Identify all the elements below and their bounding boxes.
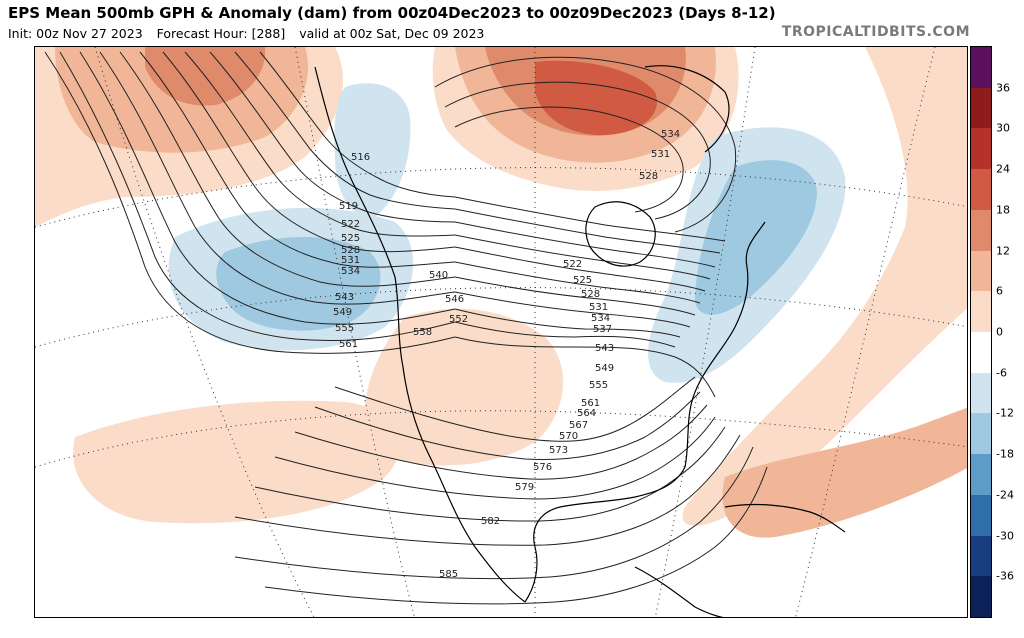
forecast-hour: Forecast Hour: [288]: [156, 26, 286, 41]
west-coast-outline: [314, 66, 526, 603]
contour-label: 528: [341, 245, 360, 256]
contour-labels: 516 519 522 525 528 531 534 540 543 546 …: [333, 129, 680, 580]
contour-label: 534: [341, 266, 360, 277]
contour-label: 516: [351, 152, 370, 163]
forecast-map: 516 519 522 525 528 531 534 540 543 546 …: [34, 46, 968, 618]
map-subtitle: Init: 00z Nov 27 2023 Forecast Hour: [28…: [8, 26, 494, 41]
colorbar-tick-label: -6: [996, 366, 1007, 380]
contour-label: 564: [577, 408, 596, 419]
coastlines: [314, 65, 846, 617]
contour-label: 555: [589, 380, 608, 391]
contour-label: 567: [569, 420, 588, 431]
contour-label: 552: [449, 314, 468, 325]
positive-anomaly-arctic-max: [535, 60, 657, 136]
positive-anomaly-caribbean: [722, 407, 967, 538]
colorbar-tick-label: 0: [996, 325, 1003, 339]
positive-anomaly-subtropical-pacific: [73, 400, 400, 524]
contour-label: 561: [339, 339, 358, 350]
colorbar-segment: [971, 128, 991, 170]
greenland-outline: [644, 65, 730, 153]
contour-label: 534: [591, 313, 610, 324]
colorbar-tick-label: 6: [996, 284, 1003, 298]
gulf-coast-outline: [524, 466, 686, 603]
negative-anomaly-west-coast-core: [216, 237, 381, 331]
contour-label: 549: [595, 363, 614, 374]
colorbar-tick-label: -18: [996, 447, 1014, 461]
contour-label: 528: [639, 171, 658, 182]
map-title: EPS Mean 500mb GPH & Anomaly (dam) from …: [8, 4, 776, 22]
east-coast-outline: [684, 221, 766, 468]
colorbar-tick-label: -24: [996, 488, 1014, 502]
colorbar-segment: [971, 87, 991, 129]
colorbar-tick-label: -12: [996, 406, 1014, 420]
colorbar-segment: [971, 576, 991, 618]
contour-label: 573: [549, 445, 568, 456]
cuba-outline: [724, 503, 846, 533]
central-america-outline: [634, 566, 724, 617]
colorbar-segment: [971, 291, 991, 333]
contour-label: 531: [589, 302, 608, 313]
contour-label: 543: [335, 292, 354, 303]
contour-label: 531: [341, 255, 360, 266]
contour-label: 558: [413, 327, 432, 338]
colorbar-tick-label: -36: [996, 569, 1014, 583]
colorbar-segment: [971, 535, 991, 577]
contour-label: 549: [333, 307, 352, 318]
colorbar-segment: [971, 494, 991, 537]
colorbar-segment: [971, 250, 991, 292]
contour-label: 582: [481, 516, 500, 527]
init-time: Init: 00z Nov 27 2023: [8, 26, 143, 41]
contour-label: 561: [581, 398, 600, 409]
colorbar-tick-label: 24: [996, 162, 1010, 176]
colorbar-tick-label: 18: [996, 203, 1010, 217]
contour-label: 534: [661, 129, 680, 140]
colorbar-tick-label: 12: [996, 244, 1010, 258]
anomaly-colorbar: [970, 46, 992, 618]
contour-label: 519: [339, 201, 358, 212]
contour-label: 546: [445, 294, 464, 305]
colorbar-segment: [971, 47, 991, 89]
contour-label: 522: [341, 219, 360, 230]
negative-anomaly-east-trough-core: [695, 160, 817, 315]
map-canvas: 516 519 522 525 528 531 534 540 543 546 …: [35, 47, 967, 617]
colorbar-tick-label: 36: [996, 81, 1010, 95]
positive-anomaly-west-us: [364, 308, 564, 466]
colorbar-segment: [971, 454, 991, 496]
colorbar-tick-label: 30: [996, 121, 1010, 135]
colorbar-tick-label: -30: [996, 529, 1014, 543]
contour-label: 543: [595, 343, 614, 354]
contour-label: 525: [341, 233, 360, 244]
contour-label: 555: [335, 323, 354, 334]
height-contours: [44, 51, 768, 605]
contour-label: 522: [563, 259, 582, 270]
contour-label: 570: [559, 431, 578, 442]
contour-label: 585: [439, 569, 458, 580]
contour-label: 525: [573, 275, 592, 286]
lat-lon-grid: [35, 47, 967, 617]
contour-label: 531: [651, 149, 670, 160]
negative-anomaly-alaska-panhandle: [334, 83, 411, 218]
anomaly-shading: [35, 47, 967, 538]
valid-time: valid at 00z Sat, Dec 09 2023: [299, 26, 485, 41]
colorbar-segment: [971, 372, 991, 414]
colorbar-segment: [971, 209, 991, 252]
contour-label: 540: [429, 270, 448, 281]
colorbar-segment: [971, 332, 991, 374]
contour-label: 537: [593, 324, 612, 335]
contour-label: 579: [515, 482, 534, 493]
contour-label: 576: [533, 462, 552, 473]
hudson-bay-outline: [585, 201, 656, 267]
colorbar-segment: [971, 413, 991, 455]
colorbar-segment: [971, 169, 991, 211]
brand-watermark: TROPICALTIDBITS.COM: [781, 24, 970, 40]
contour-label: 528: [581, 289, 600, 300]
